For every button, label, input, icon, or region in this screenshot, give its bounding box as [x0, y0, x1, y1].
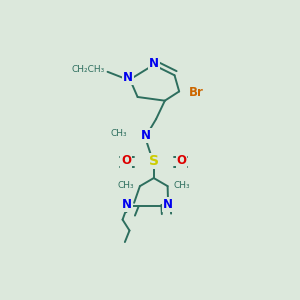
Text: N: N: [123, 71, 133, 84]
Text: N: N: [149, 57, 159, 70]
Text: O: O: [121, 154, 131, 167]
Text: S: S: [149, 154, 159, 168]
Text: N: N: [163, 198, 172, 211]
Text: CH₂CH₃: CH₂CH₃: [72, 65, 105, 74]
Text: CH₃: CH₃: [118, 181, 134, 190]
Text: N: N: [122, 198, 132, 211]
Text: CH₃: CH₃: [173, 181, 190, 190]
Text: N: N: [141, 129, 151, 142]
Text: Br: Br: [189, 86, 204, 99]
Text: O: O: [176, 154, 187, 167]
Text: CH₃: CH₃: [111, 128, 127, 137]
